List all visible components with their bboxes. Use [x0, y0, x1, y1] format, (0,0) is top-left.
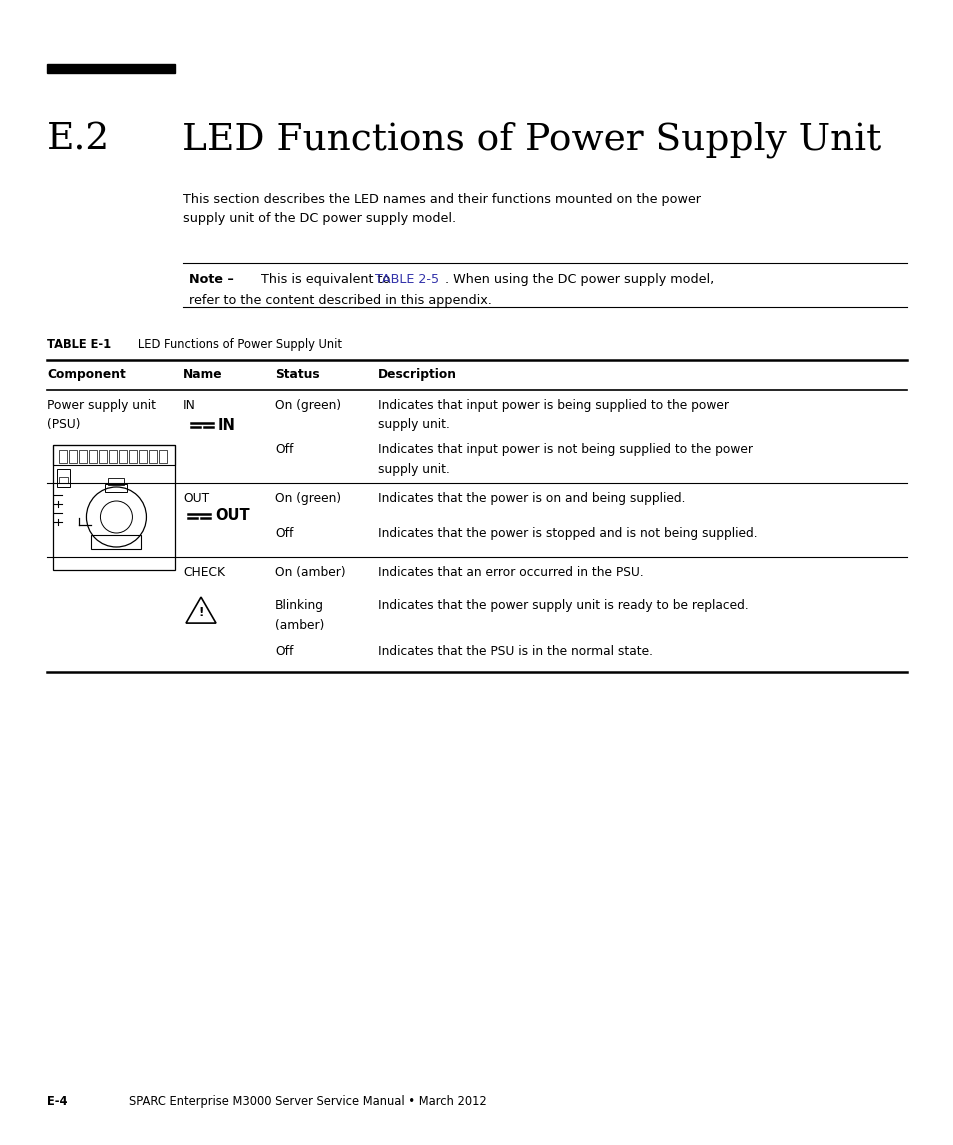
- Text: . When using the DC power supply model,: . When using the DC power supply model,: [444, 273, 714, 286]
- Bar: [47, 64, 174, 73]
- Text: IN: IN: [183, 398, 195, 412]
- Text: On (green): On (green): [274, 398, 341, 412]
- Text: E.2: E.2: [47, 123, 110, 158]
- Text: Off: Off: [274, 527, 294, 540]
- Text: SPARC Enterprise M3000 Server Service Manual • March 2012: SPARC Enterprise M3000 Server Service Ma…: [129, 1095, 486, 1108]
- Text: Off: Off: [274, 645, 294, 658]
- Bar: [129, 450, 136, 463]
- Text: Indicates that an error occurred in the PSU.: Indicates that an error occurred in the …: [377, 566, 643, 579]
- Text: On (green): On (green): [274, 492, 341, 505]
- Text: Indicates that input power is being supplied to the power: Indicates that input power is being supp…: [377, 398, 728, 412]
- Text: On (amber): On (amber): [274, 566, 345, 579]
- Text: supply unit.: supply unit.: [377, 419, 450, 432]
- Text: Status: Status: [274, 368, 319, 381]
- Text: Indicates that the PSU is in the normal state.: Indicates that the PSU is in the normal …: [377, 645, 652, 658]
- Text: CHECK: CHECK: [183, 566, 225, 579]
- Text: supply unit of the DC power supply model.: supply unit of the DC power supply model…: [183, 213, 456, 226]
- Text: LED Functions of Power Supply Unit: LED Functions of Power Supply Unit: [127, 338, 341, 352]
- Bar: [159, 450, 167, 463]
- Bar: [109, 477, 124, 485]
- Bar: [59, 450, 67, 463]
- Text: IN: IN: [218, 418, 235, 433]
- Text: Component: Component: [47, 368, 126, 381]
- Bar: [109, 450, 116, 463]
- Text: Off: Off: [274, 443, 294, 456]
- Text: OUT: OUT: [214, 508, 250, 523]
- Text: This is equivalent to: This is equivalent to: [256, 273, 394, 286]
- Text: supply unit.: supply unit.: [377, 463, 450, 475]
- Text: Indicates that input power is not being supplied to the power: Indicates that input power is not being …: [377, 443, 752, 456]
- Bar: [59, 477, 68, 483]
- Bar: [106, 484, 128, 492]
- Text: OUT: OUT: [183, 492, 209, 505]
- Text: Indicates that the power is stopped and is not being supplied.: Indicates that the power is stopped and …: [377, 527, 757, 540]
- Text: TABLE 2-5: TABLE 2-5: [375, 273, 438, 286]
- Bar: [99, 450, 107, 463]
- Text: Power supply unit: Power supply unit: [47, 398, 156, 412]
- Bar: [91, 535, 141, 548]
- Bar: [53, 445, 174, 465]
- Bar: [53, 445, 174, 570]
- Bar: [69, 450, 76, 463]
- Bar: [57, 469, 70, 487]
- Text: !: !: [198, 607, 204, 619]
- Text: LED Functions of Power Supply Unit: LED Functions of Power Supply Unit: [182, 123, 881, 158]
- Text: TABLE E-1: TABLE E-1: [47, 338, 111, 352]
- Text: Note –: Note –: [189, 273, 233, 286]
- Text: Indicates that the power is on and being supplied.: Indicates that the power is on and being…: [377, 492, 685, 505]
- Bar: [89, 450, 96, 463]
- Text: Name: Name: [183, 368, 222, 381]
- Text: Blinking: Blinking: [274, 599, 324, 611]
- Text: Indicates that the power supply unit is ready to be replaced.: Indicates that the power supply unit is …: [377, 599, 748, 611]
- Text: (amber): (amber): [274, 618, 324, 632]
- Bar: [149, 450, 156, 463]
- Text: E-4: E-4: [47, 1095, 68, 1108]
- Bar: [139, 450, 147, 463]
- Text: (PSU): (PSU): [47, 419, 80, 432]
- Text: This section describes the LED names and their functions mounted on the power: This section describes the LED names and…: [183, 194, 700, 206]
- Bar: [79, 450, 87, 463]
- Text: refer to the content described in this appendix.: refer to the content described in this a…: [189, 294, 492, 307]
- Bar: [119, 450, 127, 463]
- Text: Description: Description: [377, 368, 456, 381]
